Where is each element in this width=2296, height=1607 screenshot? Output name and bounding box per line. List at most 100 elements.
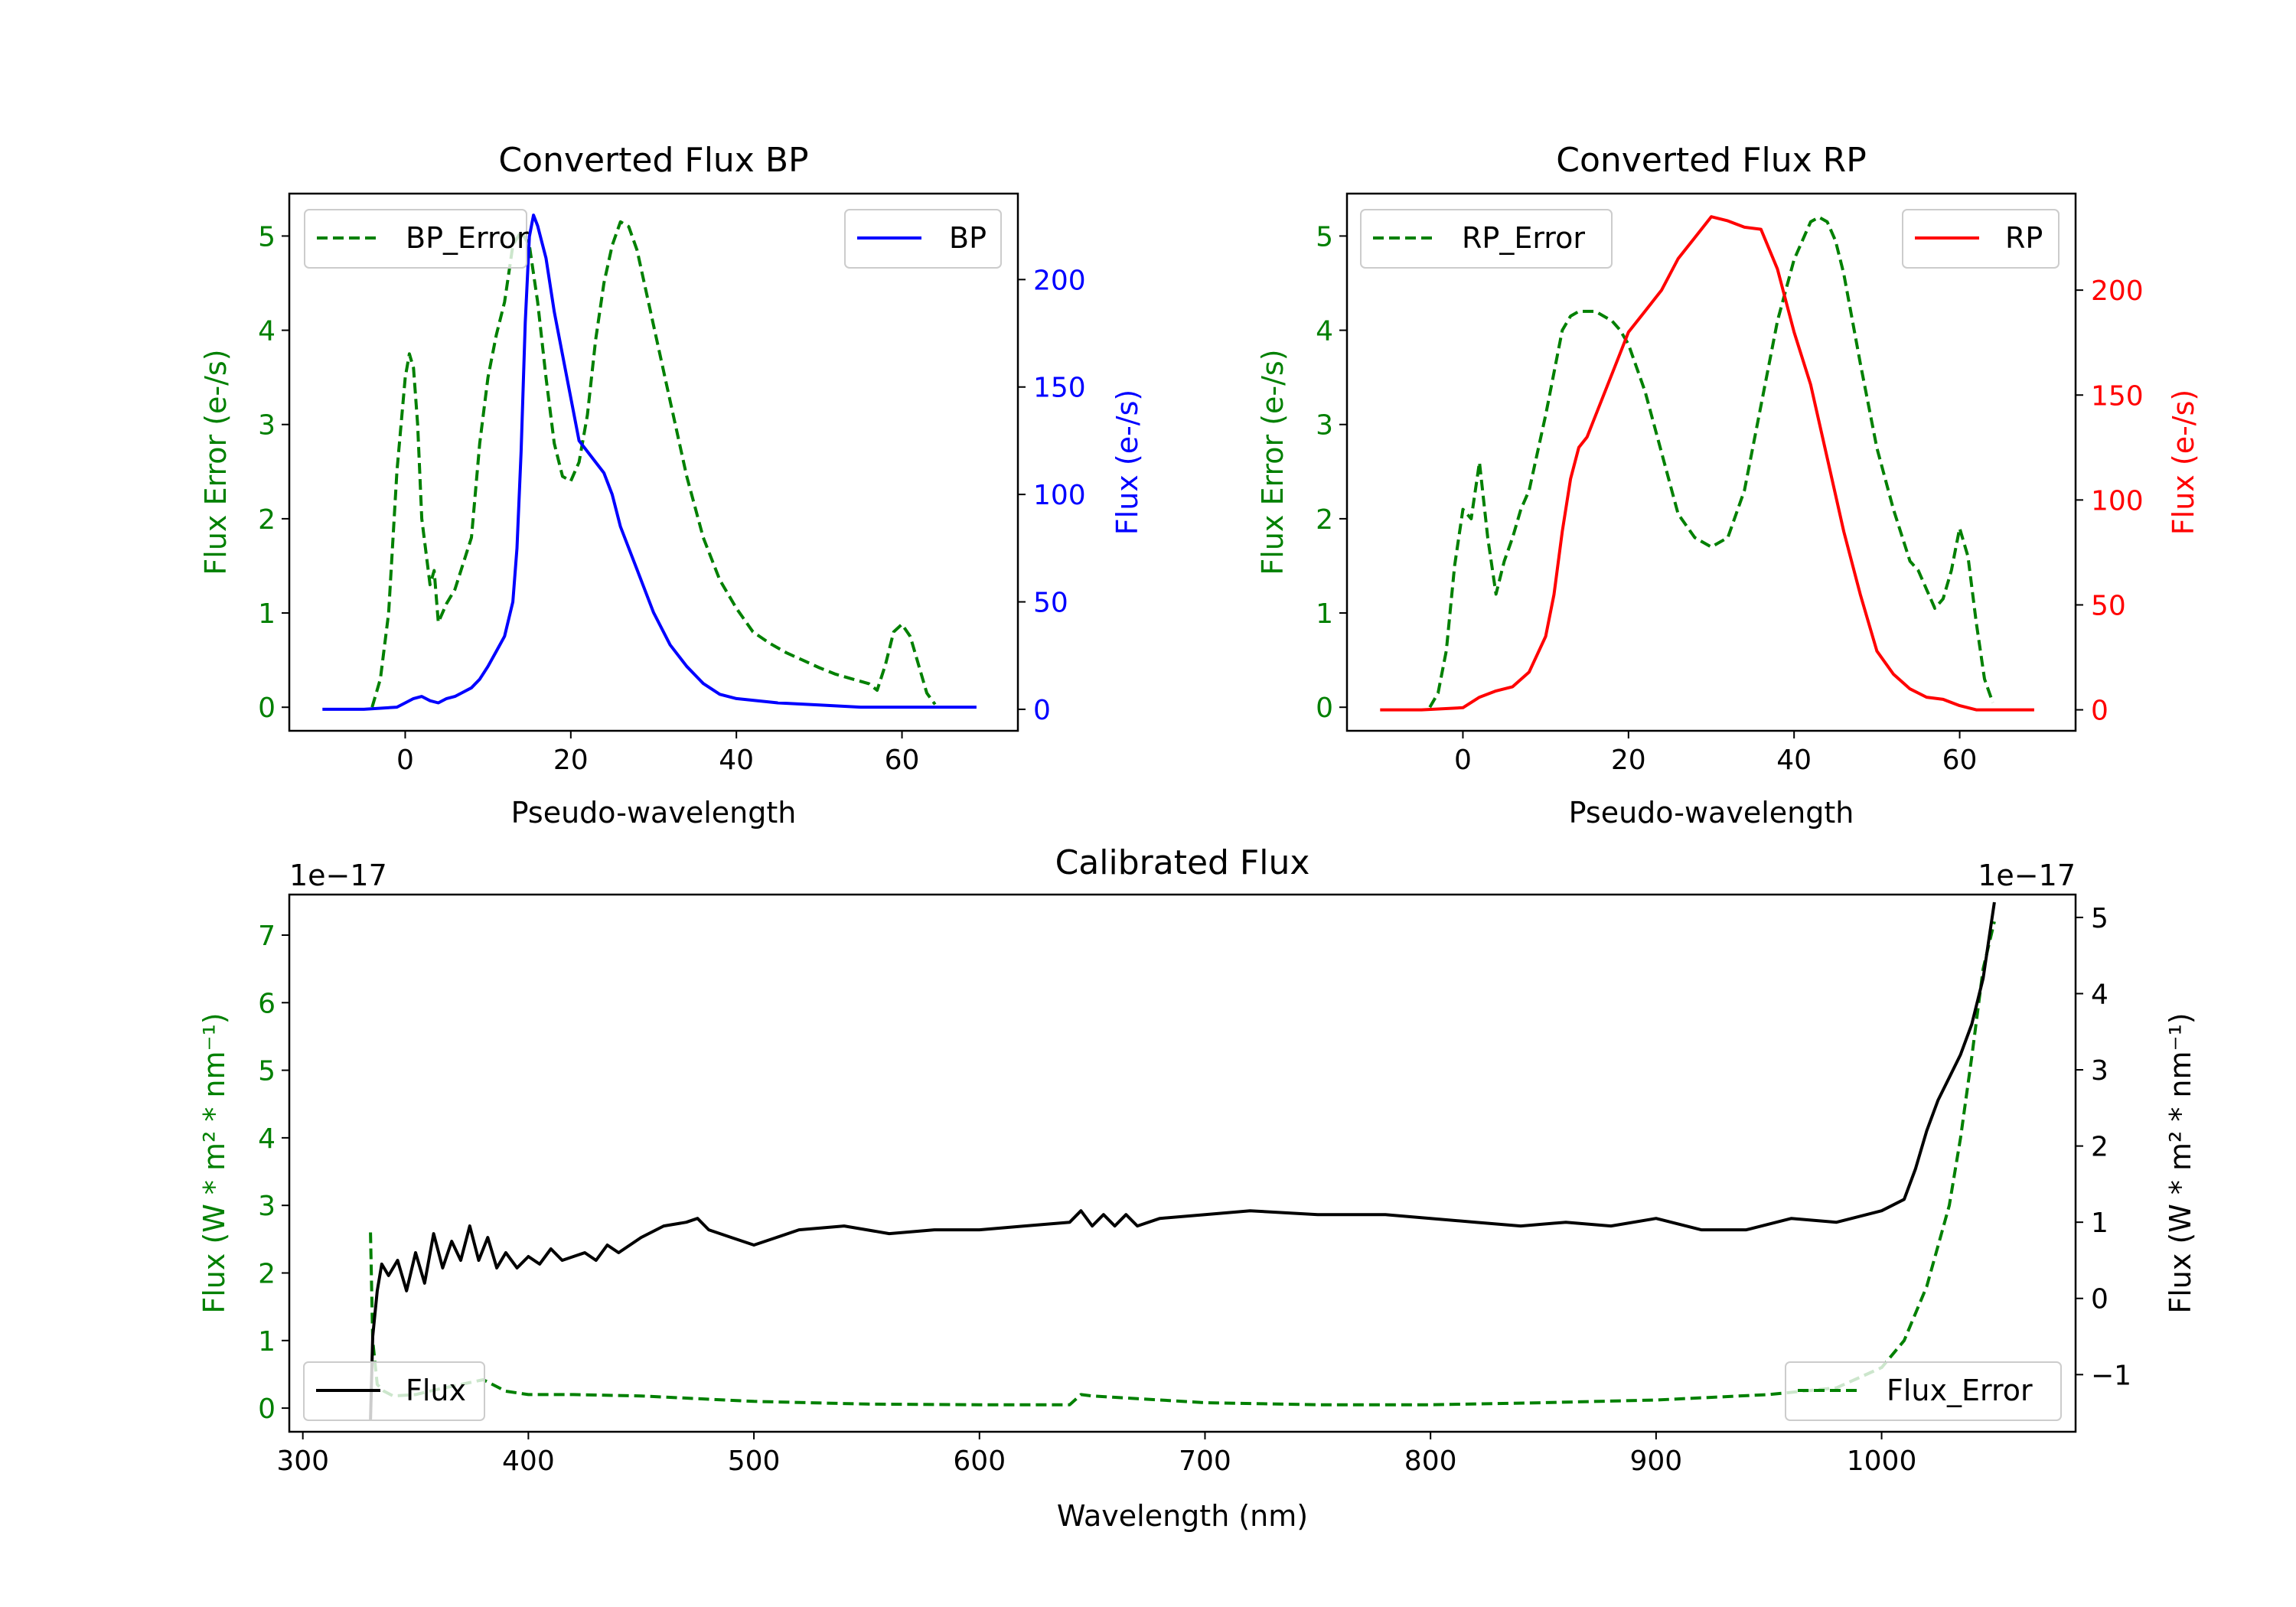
bp-x-ticks: 0 20 40 60 bbox=[396, 731, 919, 776]
bp-x-tick-label: 0 bbox=[396, 745, 414, 776]
rp-legend-flux-label: RP bbox=[2005, 221, 2043, 255]
calibrated-plot-area bbox=[369, 901, 1996, 1421]
calibrated-legend-flux: Flux bbox=[303, 1361, 485, 1421]
calibrated-error-series-group bbox=[369, 921, 1996, 1407]
rp-y-right-tick-label: 150 bbox=[2091, 380, 2144, 412]
rp-y-left-tick-label: 1 bbox=[1316, 598, 1333, 630]
rp-y-axis-label-right: Flux (e-/s) bbox=[2167, 390, 2200, 535]
rp-y-left-tick-label: 4 bbox=[1316, 316, 1333, 347]
rp-legend-flux-box bbox=[1902, 209, 2060, 269]
calibrated-y-left-tick-label: 4 bbox=[258, 1123, 276, 1155]
bp-legend-flux: BP bbox=[844, 209, 1002, 269]
bp-y-left-tick-label: 5 bbox=[258, 221, 276, 253]
calibrated-legend-flux-label: Flux bbox=[406, 1374, 466, 1407]
bp-y-right-tick-label: 0 bbox=[1033, 695, 1051, 726]
rp-series-line-rp-error bbox=[1428, 215, 1994, 709]
calibrated-y-left-tick-label: 6 bbox=[258, 988, 276, 1019]
calibrated-axes-frame bbox=[288, 893, 2077, 1433]
bp-y-right-tick-label: 50 bbox=[1033, 588, 1068, 619]
rp-y-axis-label-left: Flux Error (e-/s) bbox=[1256, 349, 1290, 575]
rp-y-right-tick-label: 0 bbox=[2091, 696, 2108, 727]
rp-legend-error-label: RP_Error bbox=[1462, 221, 1585, 255]
calibrated-y-left-tick-label: 0 bbox=[258, 1393, 276, 1425]
bp-y-right-tick-label: 100 bbox=[1033, 480, 1086, 511]
calibrated-y-left-tick-label: 7 bbox=[258, 921, 276, 952]
rp-y-ticks-left: 0 1 2 3 4 5 bbox=[1316, 221, 1347, 724]
rp-x-axis-label: Pseudo-wavelength bbox=[1569, 796, 1854, 830]
bp-legend-error-label: BP_Error bbox=[406, 221, 529, 255]
calibrated-y-axis-label-left: Flux (W * m² * nm⁻¹) bbox=[197, 1012, 231, 1313]
bp-x-tick-label: 40 bbox=[719, 745, 754, 776]
rp-y-right-tick-label: 100 bbox=[2091, 485, 2144, 517]
calibrated-y-ticks-left: 0 1 2 3 4 5 6 7 bbox=[258, 921, 289, 1425]
rp-flux-series-group bbox=[1380, 215, 2034, 712]
calibrated-y-right-tick-label: 5 bbox=[2091, 903, 2108, 934]
bp-title: Converted Flux BP bbox=[498, 141, 808, 180]
calibrated-y-left-tick-label: 5 bbox=[258, 1056, 276, 1087]
calibrated-y-left-tick-label: 1 bbox=[258, 1326, 276, 1358]
calibrated-x-tick-label: 1000 bbox=[1847, 1446, 1917, 1477]
rp-legend-error: RP_Error bbox=[1360, 209, 1613, 269]
calibrated-x-tick-label: 800 bbox=[1404, 1446, 1457, 1477]
calibrated-legend-flux-box bbox=[303, 1361, 485, 1421]
rp-y-right-tick-label: 200 bbox=[2091, 275, 2144, 307]
rp-y-left-tick-label: 3 bbox=[1316, 410, 1333, 442]
calibrated-x-tick-label: 300 bbox=[276, 1446, 329, 1477]
calibrated-x-ticks: 300 400 500 600 700 800 900 1000 bbox=[276, 1432, 1916, 1477]
calibrated-legend-error-label: Flux_Error bbox=[1887, 1374, 2033, 1407]
calibrated-y-right-tick-label: 1 bbox=[2091, 1208, 2108, 1239]
calibrated-y-right-tick-label: 4 bbox=[2091, 979, 2108, 1010]
rp-title: Converted Flux RP bbox=[1556, 141, 1867, 180]
rp-x-tick-label: 20 bbox=[1611, 745, 1646, 776]
calibrated-offset-right: 1e−17 bbox=[1978, 859, 2076, 892]
calibrated-x-tick-label: 500 bbox=[728, 1446, 781, 1477]
calibrated-x-tick-label: 700 bbox=[1179, 1446, 1231, 1477]
rp-y-right-tick-label: 50 bbox=[2091, 590, 2126, 621]
rp-y-left-tick-label: 5 bbox=[1316, 221, 1333, 253]
bp-y-ticks-right: 0 50 100 150 200 bbox=[1018, 265, 1086, 726]
calibrated-y-right-tick-label: −1 bbox=[2091, 1360, 2131, 1391]
rp-y-ticks-right: 0 50 100 150 200 bbox=[2076, 275, 2144, 727]
rp-x-tick-label: 60 bbox=[1942, 745, 1978, 776]
rp-error-series-group bbox=[1428, 215, 1994, 709]
calibrated-y-right-tick-label: 2 bbox=[2091, 1132, 2108, 1163]
bp-flux-series-group bbox=[322, 214, 977, 711]
calibrated-x-tick-label: 600 bbox=[953, 1446, 1006, 1477]
calibrated-y-left-tick-label: 2 bbox=[258, 1258, 276, 1289]
bp-axes-frame bbox=[288, 192, 1019, 732]
calibrated-x-tick-label: 400 bbox=[502, 1446, 555, 1477]
rp-series-line-rp bbox=[1380, 215, 2034, 712]
calibrated-y-axis-label-right: Flux (W * m² * nm⁻¹) bbox=[2164, 1012, 2197, 1313]
bp-y-left-tick-label: 1 bbox=[258, 598, 276, 630]
bp-y-axis-label-left: Flux Error (e-/s) bbox=[199, 349, 233, 575]
bp-y-left-tick-label: 4 bbox=[258, 316, 276, 347]
calibrated-y-ticks-right: −1 0 1 2 3 4 5 bbox=[2076, 903, 2131, 1391]
bp-y-ticks-left: 0 1 2 3 4 5 bbox=[258, 221, 289, 724]
bp-y-axis-label-right: Flux (e-/s) bbox=[1110, 390, 1144, 535]
rp-x-tick-label: 40 bbox=[1776, 745, 1812, 776]
panel-rp: Converted Flux RP 0 20 40 60 0 1 2 3 4 5 0 50 100 1… bbox=[1256, 141, 2200, 830]
bp-legend-error-box bbox=[304, 209, 527, 269]
bp-legend-flux-box bbox=[844, 209, 1002, 269]
calibrated-series-line-flux bbox=[369, 901, 1996, 1421]
calibrated-y-right-tick-label: 3 bbox=[2091, 1055, 2108, 1087]
rp-axes-frame bbox=[1345, 192, 2077, 732]
rp-legend-flux: RP bbox=[1902, 209, 2060, 269]
bp-legend-error: BP_Error bbox=[304, 209, 529, 269]
calibrated-x-tick-label: 900 bbox=[1630, 1446, 1683, 1477]
rp-y-left-tick-label: 2 bbox=[1316, 504, 1333, 536]
calibrated-title: Calibrated Flux bbox=[1055, 843, 1310, 882]
bp-series-line-bp bbox=[322, 214, 977, 711]
bp-y-left-tick-label: 3 bbox=[258, 410, 276, 442]
calibrated-legend-error: Flux_Error bbox=[1785, 1361, 2062, 1421]
rp-x-ticks: 0 20 40 60 bbox=[1454, 731, 1977, 776]
bp-error-series-group bbox=[370, 220, 937, 708]
bp-y-left-tick-label: 2 bbox=[258, 504, 276, 536]
rp-x-tick-label: 0 bbox=[1454, 745, 1472, 776]
calibrated-series-line-flux-error bbox=[369, 921, 1996, 1407]
calibrated-y-right-tick-label: 0 bbox=[2091, 1284, 2108, 1315]
bp-series-line-bp-error bbox=[370, 220, 937, 708]
bp-x-axis-label: Pseudo-wavelength bbox=[511, 796, 797, 830]
panel-bp: Converted Flux BP 0 20 40 60 0 1 2 3 4 5 0 50 100 1… bbox=[199, 141, 1144, 830]
